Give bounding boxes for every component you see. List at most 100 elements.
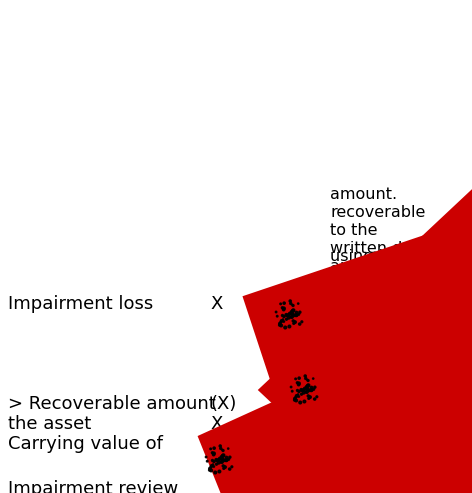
Point — [283, 311, 291, 319]
Point — [213, 457, 221, 464]
Point — [215, 456, 223, 463]
Point — [302, 388, 310, 396]
Point — [287, 310, 295, 318]
Point — [210, 462, 218, 470]
Point — [219, 452, 227, 459]
Point — [287, 308, 295, 316]
Point — [225, 445, 232, 453]
Point — [280, 306, 287, 314]
Point — [313, 393, 320, 401]
Point — [273, 312, 281, 320]
Point — [203, 457, 211, 465]
Point — [295, 392, 303, 400]
Point — [280, 299, 288, 307]
Point — [219, 462, 227, 470]
Text: Impairment review: Impairment review — [8, 480, 178, 493]
Text: X: X — [210, 415, 222, 433]
Point — [303, 376, 311, 384]
Text: get from the: get from the — [330, 303, 430, 318]
Point — [307, 386, 315, 394]
Point — [286, 322, 293, 330]
Point — [223, 456, 230, 464]
Point — [213, 460, 220, 468]
Point — [219, 453, 226, 460]
Text: estimate of: estimate of — [330, 375, 421, 390]
Point — [293, 311, 300, 319]
Text: recoverable: recoverable — [330, 205, 425, 220]
Point — [304, 382, 312, 389]
Point — [278, 304, 286, 312]
Point — [278, 317, 286, 325]
Point — [217, 442, 224, 450]
Point — [212, 456, 220, 464]
Point — [292, 312, 300, 320]
Point — [293, 309, 300, 317]
Point — [311, 395, 319, 403]
Point — [219, 452, 227, 459]
Text: This loss must: This loss must — [330, 295, 444, 310]
Point — [292, 393, 300, 401]
Point — [301, 397, 308, 405]
Point — [303, 388, 311, 396]
Point — [291, 395, 299, 403]
Point — [295, 381, 303, 388]
Point — [288, 301, 296, 309]
Point — [280, 305, 287, 313]
Text: how much cash: how much cash — [330, 357, 455, 372]
Point — [303, 383, 311, 390]
Point — [290, 312, 298, 319]
Point — [296, 320, 303, 328]
Point — [220, 457, 228, 464]
Point — [277, 300, 285, 308]
Point — [215, 459, 222, 467]
Point — [207, 463, 214, 471]
Point — [216, 467, 223, 475]
Text: the company: the company — [330, 339, 436, 354]
Point — [219, 456, 227, 463]
Point — [216, 455, 224, 462]
Text: Carrying value of: Carrying value of — [8, 435, 163, 453]
Point — [217, 445, 225, 453]
Point — [290, 319, 297, 327]
Point — [283, 316, 290, 323]
Point — [306, 393, 314, 401]
Point — [218, 453, 225, 460]
Point — [211, 444, 218, 452]
Point — [280, 317, 287, 325]
Point — [287, 297, 294, 305]
Point — [293, 311, 300, 319]
Point — [220, 464, 228, 472]
Point — [296, 398, 304, 406]
Point — [280, 313, 288, 320]
Point — [206, 466, 213, 474]
Point — [219, 447, 227, 455]
Point — [285, 311, 292, 319]
Text: asset, either by: asset, either by — [330, 285, 455, 300]
Point — [272, 308, 280, 316]
Point — [226, 465, 234, 473]
Point — [301, 385, 309, 392]
Point — [308, 384, 315, 391]
Text: selling it or: selling it or — [330, 267, 420, 282]
Text: to the: to the — [330, 223, 378, 238]
Text: This is the: This is the — [330, 393, 412, 408]
Point — [207, 445, 214, 453]
Point — [310, 375, 317, 383]
Point — [221, 463, 229, 471]
Point — [310, 386, 318, 393]
Point — [202, 453, 210, 461]
Point — [210, 450, 218, 458]
Point — [298, 318, 306, 326]
Point — [294, 390, 302, 398]
Point — [305, 394, 312, 402]
Point — [225, 456, 233, 463]
Point — [293, 392, 301, 400]
Point — [305, 387, 313, 394]
Point — [291, 318, 299, 326]
Point — [295, 311, 303, 318]
Text: amount.: amount. — [330, 187, 397, 202]
Point — [286, 310, 294, 317]
Text: and the asset: and the asset — [330, 259, 439, 274]
Point — [295, 387, 303, 395]
Point — [304, 392, 312, 400]
